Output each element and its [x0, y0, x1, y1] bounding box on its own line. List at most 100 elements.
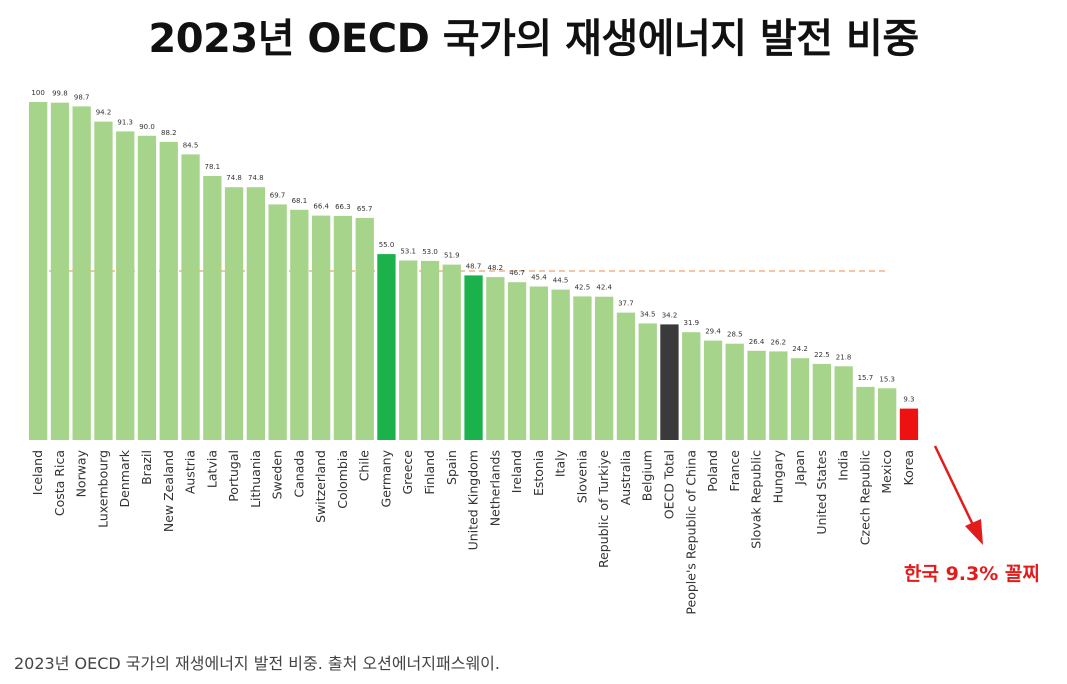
- category-label-india: India: [836, 450, 851, 481]
- category-label-belgium: Belgium: [640, 450, 655, 501]
- value-label-costa-rica: 99.8: [52, 90, 68, 98]
- category-label-luxembourg: Luxembourg: [96, 450, 111, 528]
- value-label-japan: 24.2: [792, 345, 808, 353]
- category-label-slovak-republic: Slovak Republic: [749, 450, 764, 549]
- bar-estonia: [529, 286, 548, 440]
- category-label-latvia: Latvia: [204, 450, 219, 488]
- category-label-colombia: Colombia: [335, 450, 350, 509]
- category-label-denmark: Denmark: [117, 449, 132, 507]
- value-label-united-kingdom: 48.7: [466, 262, 482, 270]
- bar-japan: [790, 358, 810, 440]
- category-label-costa-rica: Costa Rica: [52, 450, 67, 516]
- value-label-denmark: 91.3: [117, 118, 133, 126]
- value-label-portugal: 74.8: [226, 174, 242, 182]
- bar-chart: 100 99.8 98.7 94.2 91.3 90.0 88.2 84.5 78.1 74.8 7…: [29, 89, 1040, 615]
- category-label-greece: Greece: [400, 450, 415, 495]
- category-label-austria: Austria: [183, 450, 198, 494]
- bar-portugal: [224, 187, 244, 440]
- value-label-spain: 51.9: [444, 252, 460, 260]
- figure-caption: 2023년 OECD 국가의 재생에너지 발전 비중. 출처 오션에너지패스웨이…: [14, 654, 500, 673]
- category-label-estonia: Estonia: [531, 450, 546, 496]
- value-label-canada: 68.1: [292, 197, 308, 205]
- value-label-republic-of-turkiye: 42.4: [596, 284, 612, 292]
- value-label-france: 28.5: [727, 331, 743, 339]
- value-label-oecd-total: 34.2: [662, 311, 678, 319]
- bar-people-s-republic-of-china: [682, 332, 701, 440]
- bar-belgium: [638, 323, 657, 440]
- bar-india: [834, 366, 853, 440]
- bar-slovak-republic: [747, 350, 766, 440]
- bar-italy: [551, 289, 570, 440]
- bar-canada: [290, 209, 309, 440]
- callout-arrow: [933, 445, 975, 526]
- value-label-new-zealand: 88.2: [161, 129, 177, 137]
- category-label-lithuania: Lithuania: [248, 450, 263, 508]
- category-label-netherlands: Netherlands: [487, 450, 502, 526]
- bar-france: [725, 343, 744, 440]
- category-label-republic-of-turkiye: Republic of Turkiye: [596, 450, 611, 568]
- category-label-people-s-republic-of-china: People's Republic of China: [683, 450, 698, 615]
- category-label-norway: Norway: [74, 449, 89, 497]
- value-label-estonia: 45.4: [531, 274, 547, 282]
- category-label-oecd-total: OECD Total: [662, 450, 677, 519]
- bar-poland: [703, 340, 723, 440]
- value-label-mexico: 15.3: [879, 375, 895, 383]
- bar-norway: [72, 106, 91, 441]
- bar-denmark: [116, 131, 135, 440]
- value-label-slovak-republic: 26.4: [749, 338, 765, 346]
- bar-finland: [420, 260, 440, 440]
- category-label-united-kingdom: United Kingdom: [466, 450, 481, 550]
- bar-latvia: [203, 176, 222, 440]
- page-title: 2023년 OECD 국가의 재생에너지 발전 비중: [148, 16, 919, 62]
- category-label-switzerland: Switzerland: [313, 450, 328, 523]
- category-label-slovenia: Slovenia: [574, 450, 589, 503]
- bar-united-states: [812, 363, 831, 440]
- value-label-sweden: 69.7: [270, 191, 286, 199]
- value-label-colombia: 66.3: [335, 203, 351, 211]
- value-label-italy: 44.5: [553, 277, 569, 285]
- value-label-ireland: 46.7: [509, 269, 525, 277]
- category-label-italy: Italy: [553, 449, 568, 477]
- value-label-lithuania: 74.8: [248, 174, 264, 182]
- bar-brazil: [137, 135, 157, 441]
- category-label-korea: Korea: [901, 450, 916, 485]
- korea-callout: 한국 9.3% 꼴찌: [904, 563, 1040, 585]
- value-label-iceland: 100: [31, 89, 44, 97]
- value-label-chile: 65.7: [357, 205, 373, 213]
- bar-switzerland: [312, 215, 331, 440]
- value-label-czech-republic: 15.7: [858, 374, 874, 382]
- value-label-netherlands: 48.2: [488, 264, 504, 272]
- category-label-australia: Australia: [618, 450, 633, 505]
- value-label-india: 21.8: [836, 353, 852, 361]
- bar-oecd-total: [660, 324, 679, 440]
- category-label-brazil: Brazil: [139, 450, 154, 485]
- bar-australia: [616, 312, 636, 440]
- category-label-iceland: Iceland: [30, 450, 45, 495]
- value-label-germany: 55.0: [379, 241, 395, 249]
- category-label-ireland: Ireland: [509, 450, 524, 493]
- bar-iceland: [29, 102, 48, 440]
- category-labels-layer: Iceland Costa Rica Norway Luxembourg Denmark…: [30, 449, 916, 614]
- bar-austria: [181, 154, 200, 440]
- value-label-luxembourg: 94.2: [96, 109, 112, 117]
- bar-chile: [355, 217, 374, 440]
- bar-costa-rica: [50, 102, 70, 440]
- category-label-finland: Finland: [422, 450, 437, 495]
- bar-mexico: [878, 388, 897, 440]
- annotation-layer: 한국 9.3% 꼴찌: [904, 445, 1040, 585]
- category-label-japan: Japan: [792, 450, 807, 486]
- value-label-korea: 9.3: [903, 396, 914, 404]
- value-label-brazil: 90.0: [139, 123, 155, 131]
- value-label-united-states: 22.5: [814, 351, 830, 359]
- value-label-austria: 84.5: [183, 141, 199, 149]
- value-label-switzerland: 66.4: [313, 203, 329, 211]
- category-label-united-states: United States: [814, 450, 829, 535]
- category-label-mexico: Mexico: [879, 450, 894, 494]
- bar-lithuania: [246, 187, 265, 440]
- category-label-france: France: [727, 450, 742, 492]
- value-label-people-s-republic-of-china: 31.9: [684, 319, 700, 327]
- category-label-czech-republic: Czech Republic: [857, 450, 872, 545]
- category-label-hungary: Hungary: [770, 449, 785, 503]
- value-label-hungary: 26.2: [771, 338, 787, 346]
- bar-germany: [377, 254, 396, 440]
